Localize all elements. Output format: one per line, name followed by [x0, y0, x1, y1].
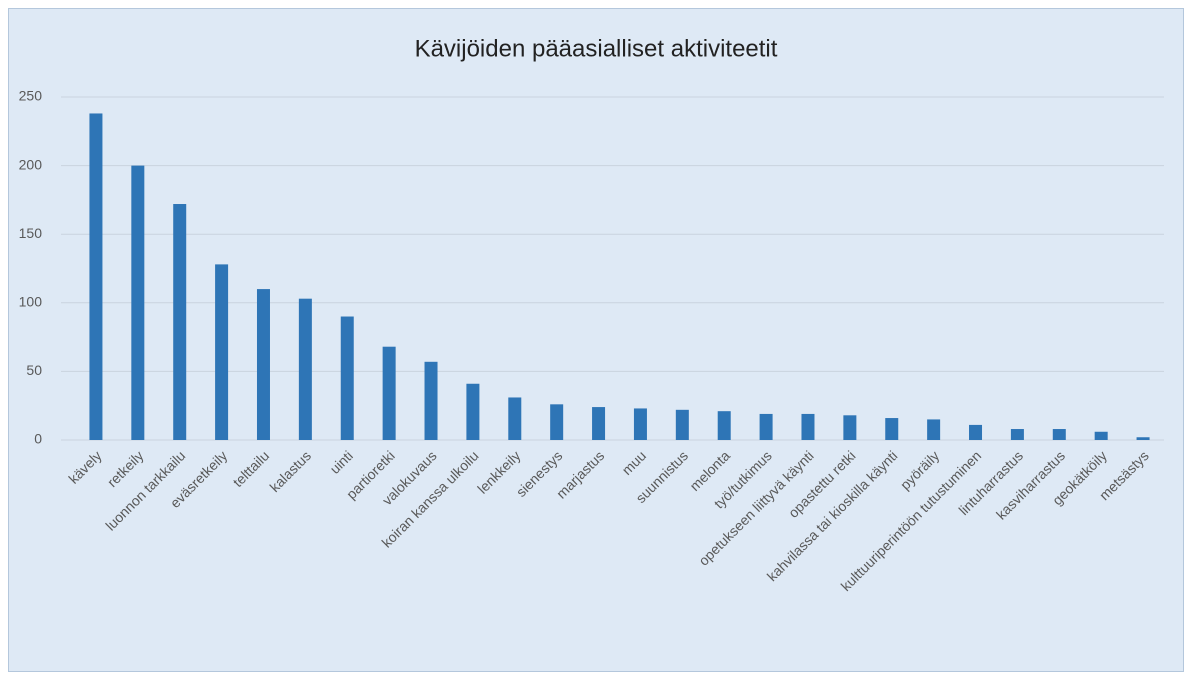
- bar: [1052, 429, 1066, 440]
- bar: [1136, 437, 1150, 440]
- bar: [131, 165, 145, 440]
- bar: [801, 413, 815, 440]
- bar: [466, 383, 480, 440]
- bar: [89, 113, 103, 441]
- bar: [592, 407, 606, 440]
- bar: [969, 424, 983, 440]
- bar: [382, 346, 396, 440]
- bar: [173, 204, 187, 440]
- bar: [633, 408, 647, 440]
- bar: [675, 409, 689, 440]
- chart-title: Kävijöiden pääasialliset aktiviteetit: [415, 35, 778, 62]
- bar: [927, 419, 941, 440]
- bar: [298, 298, 312, 440]
- bar: [215, 264, 229, 440]
- bar: [424, 361, 438, 440]
- y-tick-label: 200: [19, 156, 43, 172]
- bar: [256, 289, 270, 440]
- bar: [550, 404, 564, 440]
- y-tick-label: 150: [19, 225, 43, 241]
- bar: [885, 418, 899, 440]
- bar: [1010, 429, 1024, 440]
- bar: [759, 413, 773, 440]
- bar: [1094, 431, 1108, 440]
- y-tick-label: 0: [34, 431, 42, 447]
- bar: [508, 397, 522, 440]
- chart-background: [8, 8, 1184, 672]
- y-tick-label: 100: [19, 294, 43, 310]
- y-tick-label: 250: [19, 88, 43, 104]
- bar: [340, 316, 354, 440]
- bar: [843, 415, 857, 440]
- bar: [717, 411, 731, 440]
- y-tick-label: 50: [26, 362, 42, 378]
